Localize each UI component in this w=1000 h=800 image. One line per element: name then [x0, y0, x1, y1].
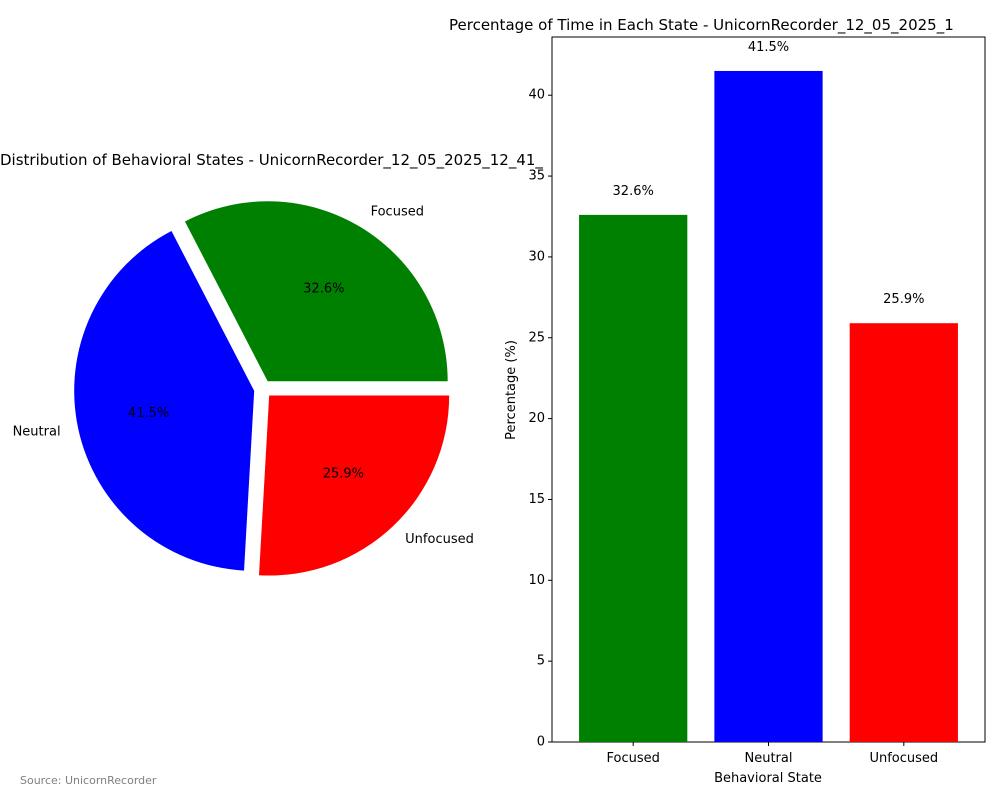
bar-y-tick-label: 0: [537, 735, 545, 750]
bar-chart: Percentage of Time in Each State - Unico…: [449, 16, 986, 786]
pie-chart: Distribution of Behavioral States - Unic…: [0, 151, 543, 576]
bar-y-tick-label: 25: [528, 330, 545, 345]
bar-value-label-unfocused: 25.9%: [883, 292, 924, 307]
bar-x-tick-label-unfocused: Unfocused: [869, 751, 938, 766]
bar-y-tick-label: 15: [528, 492, 545, 507]
bar-y-tick-label: 40: [528, 88, 545, 103]
pie-category-label-neutral: Neutral: [13, 425, 61, 440]
pie-slice-unfocused: [259, 395, 450, 576]
pie-pct-label-focused: 32.6%: [303, 282, 344, 297]
bar-value-label-neutral: 41.5%: [748, 40, 789, 55]
source-note: Source: UnicornRecorder: [20, 774, 157, 787]
bar-x-axis-label: Behavioral State: [714, 771, 822, 786]
bar-value-label-focused: 32.6%: [613, 184, 654, 199]
bar-y-tick-label: 20: [528, 411, 545, 426]
bar-title: Percentage of Time in Each State - Unico…: [449, 16, 954, 35]
bar-neutral: [714, 70, 823, 742]
pie-pct-label-neutral: 41.5%: [128, 406, 169, 421]
bar-x-tick-label-neutral: Neutral: [745, 751, 793, 766]
pie-category-label-focused: Focused: [371, 205, 424, 220]
bar-y-tick-label: 35: [528, 169, 545, 184]
pie-slice-focused: [184, 201, 448, 382]
pie-pct-label-unfocused: 25.9%: [323, 467, 364, 482]
pie-category-label-unfocused: Unfocused: [405, 532, 474, 547]
bar-y-axis-label: Percentage (%): [504, 340, 519, 440]
bar-y-tick-label: 30: [528, 249, 545, 264]
bar-x-tick-label-focused: Focused: [606, 751, 659, 766]
pie-slice-neutral: [74, 231, 255, 571]
bar-y-tick-label: 10: [528, 573, 545, 588]
bar-unfocused: [849, 323, 958, 742]
bar-focused: [579, 214, 688, 743]
bar-y-tick-label: 5: [537, 654, 545, 669]
pie-title: Distribution of Behavioral States - Unic…: [0, 151, 543, 170]
